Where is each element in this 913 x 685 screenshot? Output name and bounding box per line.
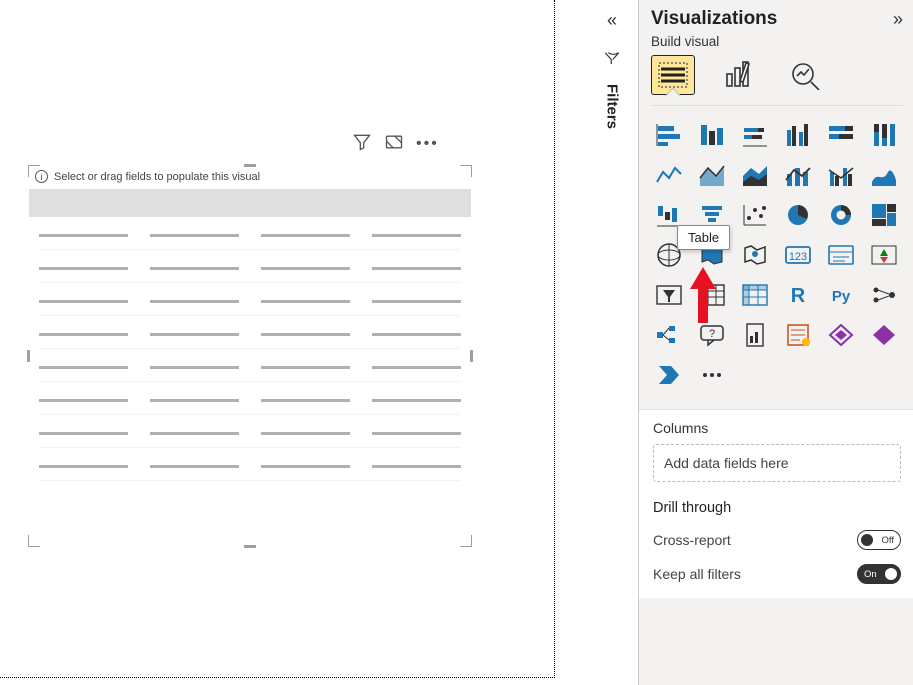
kpi-icon[interactable] xyxy=(866,238,902,271)
drill-through-label: Drill through xyxy=(653,500,731,516)
table-skeleton xyxy=(29,189,471,481)
resize-handle-l[interactable] xyxy=(27,350,30,362)
multi-card-icon[interactable] xyxy=(823,238,859,271)
scatter-icon[interactable] xyxy=(737,198,773,231)
format-visual-tab[interactable] xyxy=(717,55,761,95)
cross-report-toggle[interactable]: Off xyxy=(857,530,901,550)
fields-section: Columns Add data fields here Drill throu… xyxy=(639,410,913,598)
python-visual-icon[interactable]: Py xyxy=(823,278,859,311)
visualizations-pane: Visualizations » Build visual 123RPy? Ta… xyxy=(638,0,913,685)
analytics-tab[interactable] xyxy=(783,55,827,95)
r-visual-icon[interactable]: R xyxy=(780,278,816,311)
visual-toolbar: ••• xyxy=(352,132,439,155)
stacked-bar-100-icon[interactable] xyxy=(823,118,859,151)
treemap-icon[interactable] xyxy=(866,198,902,231)
card-icon[interactable]: 123 xyxy=(780,238,816,271)
ribbon-icon[interactable] xyxy=(866,158,902,191)
map-icon[interactable] xyxy=(651,238,687,271)
placeholder-text: Select or drag fields to populate this v… xyxy=(54,171,260,183)
paginated-icon[interactable] xyxy=(737,318,773,351)
matrix-icon[interactable] xyxy=(737,278,773,311)
expand-filters-icon[interactable]: « xyxy=(607,10,617,31)
resize-handle-tl[interactable] xyxy=(28,165,40,177)
clustered-column-icon[interactable] xyxy=(780,118,816,151)
arcgis-icon[interactable] xyxy=(823,318,859,351)
keep-filters-toggle[interactable]: On xyxy=(857,564,901,584)
resize-handle-br[interactable] xyxy=(460,535,472,547)
viz-pane-title: Visualizations xyxy=(651,8,777,30)
filter-icon[interactable] xyxy=(352,132,372,155)
visual-gallery: 123RPy? Table xyxy=(639,112,913,401)
area-icon[interactable] xyxy=(694,158,730,191)
resize-handle-tr[interactable] xyxy=(460,165,472,177)
stacked-column-100-icon[interactable] xyxy=(866,118,902,151)
line-icon[interactable] xyxy=(651,158,687,191)
donut-icon[interactable] xyxy=(823,198,859,231)
focus-mode-icon[interactable] xyxy=(384,132,404,155)
filter-icon xyxy=(603,49,621,70)
table-visual-placeholder[interactable]: i Select or drag fields to populate this… xyxy=(29,166,471,546)
red-arrow-annotation xyxy=(690,267,716,326)
resize-handle-b[interactable] xyxy=(244,545,256,548)
resize-handle-t[interactable] xyxy=(244,164,256,167)
clustered-bar-icon[interactable] xyxy=(694,118,730,151)
decomposition-icon[interactable] xyxy=(651,318,687,351)
columns-label: Columns xyxy=(653,420,901,436)
build-visual-label: Build visual xyxy=(639,34,913,55)
svg-text:R: R xyxy=(791,285,806,307)
columns-dropzone[interactable]: Add data fields here xyxy=(653,444,901,482)
resize-handle-bl[interactable] xyxy=(28,535,40,547)
placeholder-header: i Select or drag fields to populate this… xyxy=(29,166,471,189)
report-canvas[interactable]: ••• i Select or drag fields to populate … xyxy=(0,0,555,678)
cross-report-label: Cross-report xyxy=(653,532,731,548)
keep-filters-label: Keep all filters xyxy=(653,566,741,582)
stacked-column-icon[interactable] xyxy=(737,118,773,151)
power-automate-icon[interactable] xyxy=(651,358,687,391)
key-influencers-icon[interactable] xyxy=(866,278,902,311)
more-options-icon[interactable]: ••• xyxy=(416,135,439,153)
svg-text:Py: Py xyxy=(832,288,851,305)
filters-pane-collapsed[interactable]: « Filters xyxy=(598,10,626,129)
stacked-area-icon[interactable] xyxy=(737,158,773,191)
line-column-icon[interactable] xyxy=(780,158,816,191)
svg-text:123: 123 xyxy=(789,251,807,263)
slicer-icon[interactable] xyxy=(651,278,687,311)
svg-text:?: ? xyxy=(709,328,715,340)
power-apps-icon[interactable] xyxy=(866,318,902,351)
azure-map-icon[interactable] xyxy=(737,238,773,271)
line-clustered-icon[interactable] xyxy=(823,158,859,191)
resize-handle-r[interactable] xyxy=(470,350,473,362)
waterfall-icon[interactable] xyxy=(651,198,687,231)
filters-label: Filters xyxy=(604,84,621,129)
stacked-bar-icon[interactable] xyxy=(651,118,687,151)
build-visual-tab[interactable] xyxy=(651,55,695,95)
narrative-icon[interactable] xyxy=(780,318,816,351)
more-visuals-icon[interactable] xyxy=(694,358,730,391)
pie-icon[interactable] xyxy=(780,198,816,231)
funnel-icon[interactable] xyxy=(694,198,730,231)
expand-viz-icon[interactable]: » xyxy=(893,9,903,30)
